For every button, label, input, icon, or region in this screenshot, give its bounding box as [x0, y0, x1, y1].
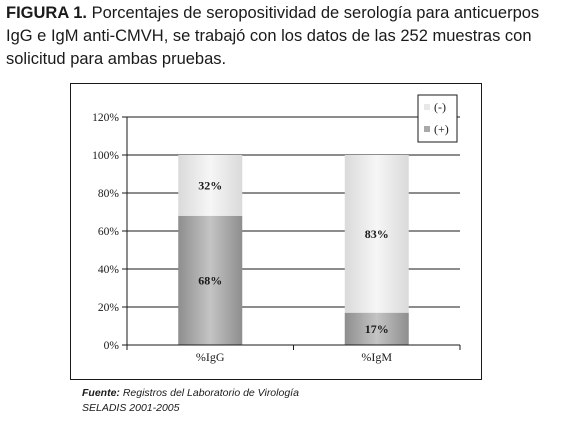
- y-tick-label: 20%: [98, 302, 120, 314]
- x-tick-label: %IgG: [196, 350, 225, 364]
- figure-label: FIGURA 1.: [6, 4, 87, 22]
- y-tick-label: 40%: [98, 264, 120, 276]
- bar-segment: [178, 155, 243, 216]
- source-line-1: Fuente: Registros del Laboratorio de Vir…: [82, 386, 299, 401]
- legend-swatch: [424, 104, 430, 110]
- y-tick-label: 0%: [104, 340, 120, 352]
- gridlines: [127, 116, 460, 308]
- legend-box: [417, 94, 458, 143]
- source-label: Fuente:: [82, 387, 120, 399]
- legend-label: (+): [434, 122, 449, 136]
- y-tick-label: 80%: [98, 188, 120, 200]
- bar-segment: [344, 312, 409, 345]
- axes: 0% 20% 40% 60% 80% 100% 120% %IgG %IgM: [92, 112, 461, 364]
- x-tick-label: %IgM: [361, 350, 392, 364]
- y-tick-label: 60%: [98, 226, 120, 238]
- bar-segment: [344, 155, 409, 313]
- bar-segment: [178, 215, 243, 345]
- data-labels: 68% 32% 17% 83%: [198, 178, 389, 335]
- figure-caption: FIGURA 1. Porcentajes de seropositividad…: [6, 2, 568, 71]
- legend-swatch: [424, 126, 430, 132]
- data-label: 17%: [365, 322, 389, 336]
- figure-caption-text: Porcentajes de seropositividad de serolo…: [6, 4, 540, 68]
- data-label: 83%: [365, 227, 389, 241]
- source-note: Fuente: Registros del Laboratorio de Vir…: [82, 386, 299, 416]
- y-tick-label: 100%: [92, 150, 119, 162]
- y-tick-label: 120%: [92, 112, 119, 124]
- source-text: Registros del Laboratorio de Virología: [119, 387, 299, 399]
- bars: [178, 155, 409, 345]
- data-label: 32%: [198, 178, 222, 192]
- legend: (-) (+): [417, 94, 458, 143]
- source-line-2: SELADIS 2001-2005: [82, 402, 180, 414]
- data-label: 68%: [198, 273, 222, 287]
- legend-label: (-): [434, 100, 446, 114]
